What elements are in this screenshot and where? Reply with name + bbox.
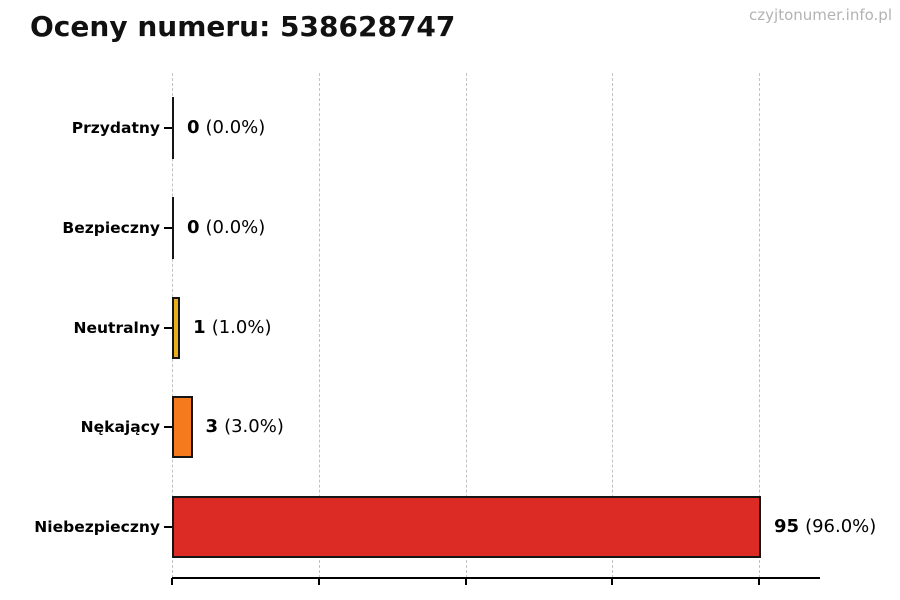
value-count: 3 <box>205 416 219 437</box>
value-percent: (0.0%) <box>205 117 266 138</box>
bar <box>172 396 193 458</box>
bar <box>172 297 181 359</box>
category-label: Niebezpieczny <box>34 518 160 536</box>
x-axis-tick <box>317 578 320 585</box>
value-count: 0 <box>187 117 200 138</box>
value-percent: (96.0%) <box>805 516 877 537</box>
value-percent: (3.0%) <box>224 416 284 437</box>
x-gridline <box>318 73 320 578</box>
y-axis-tick <box>164 327 172 329</box>
x-axis-tick <box>758 578 760 585</box>
y-axis-tick <box>164 227 172 229</box>
x-gridline <box>612 73 614 578</box>
x-axis-line <box>172 577 820 579</box>
value-percent: (1.0%) <box>211 317 272 338</box>
chart-title: Oceny numeru: 538628747 <box>30 10 456 43</box>
value-count: 1 <box>193 317 206 338</box>
bar <box>172 496 761 558</box>
y-axis-tick <box>164 426 172 428</box>
x-gridline <box>465 73 467 578</box>
value-label: 0 (0.0%) <box>187 115 265 141</box>
bar <box>172 197 174 259</box>
value-label: 3 (3.0%) <box>206 414 284 440</box>
category-label: Przydatny <box>71 119 160 137</box>
y-axis-tick <box>164 526 172 528</box>
watermark-text: czyjtonumer.info.pl <box>749 6 892 24</box>
x-axis-tick <box>464 578 467 585</box>
category-label: Nękający <box>80 418 160 436</box>
bar <box>172 97 174 159</box>
x-axis-tick <box>171 578 173 585</box>
x-gridline <box>759 73 760 578</box>
value-percent: (0.0%) <box>205 217 266 238</box>
category-label: Neutralny <box>73 319 160 337</box>
value-label: 1 (1.0%) <box>193 315 271 341</box>
value-count: 95 <box>774 516 800 537</box>
y-axis-tick <box>164 127 172 129</box>
value-count: 0 <box>187 217 200 238</box>
x-axis-tick <box>611 578 614 585</box>
value-label: 95 (96.0%) <box>774 514 876 540</box>
category-label: Bezpieczny <box>62 219 160 237</box>
value-label: 0 (0.0%) <box>187 215 265 241</box>
